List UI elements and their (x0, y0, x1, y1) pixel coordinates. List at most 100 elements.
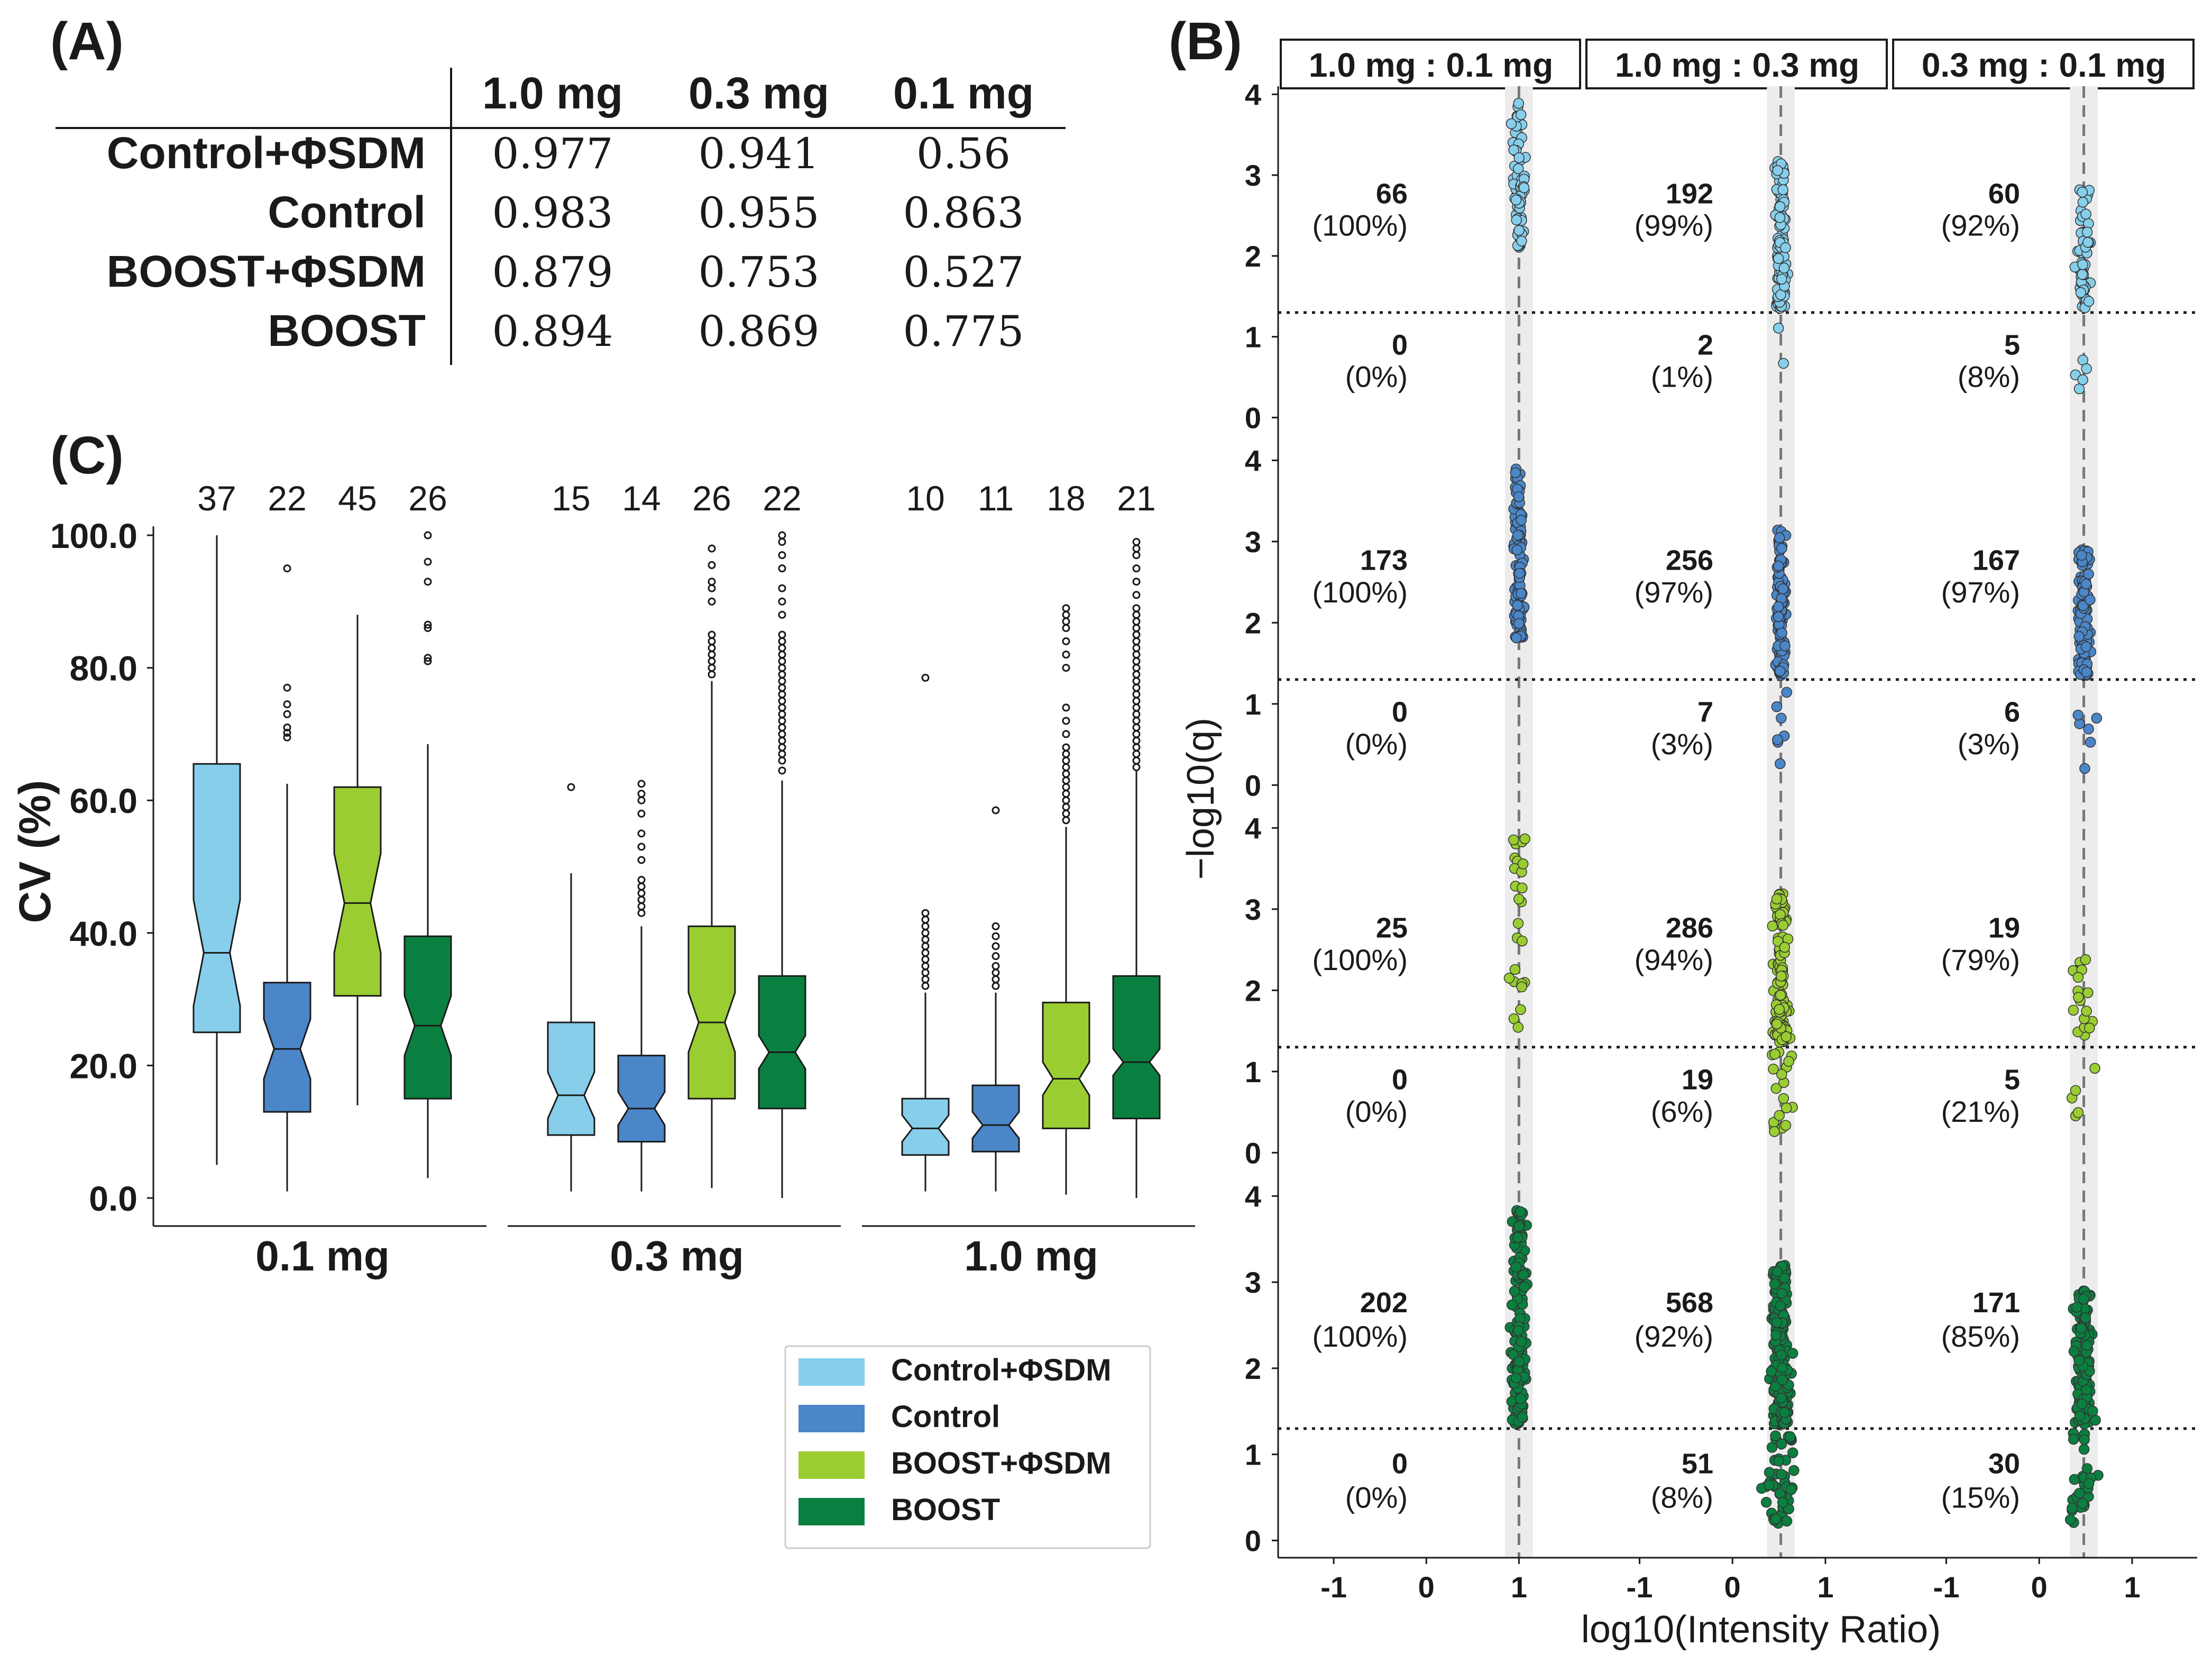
box-outlier (1132, 697, 1141, 705)
significant-count: 25 (1376, 912, 1408, 944)
box-outlier (921, 909, 930, 917)
significant-count: 66 (1376, 178, 1408, 210)
box-outlier (1062, 756, 1070, 765)
volcano-point (1776, 1393, 1787, 1404)
y-tick-label: 3 (1245, 159, 1261, 192)
nonsignificant-count: 6 (2004, 697, 2020, 728)
box-outlier (778, 630, 786, 639)
legend-swatch (798, 1451, 865, 1479)
significant-percent: (97%) (1941, 575, 2020, 609)
volcano-point (1774, 212, 1786, 223)
significant-count: 286 (1666, 912, 1713, 944)
volcano-grid: 1.0 mg : 0.1 mg 1.0 mg : 0.3 mg 0.3 mg : 0… (1180, 39, 2197, 1651)
box-outlier (708, 597, 716, 606)
facet-title-box (1280, 39, 1581, 89)
volcano-point (2076, 1322, 2087, 1334)
box-outlier (1062, 809, 1070, 818)
volcano-point (1786, 1484, 1797, 1495)
significant-count: 167 (1972, 545, 2020, 577)
nonsignificant-count: 0 (1392, 329, 1408, 361)
box-outlier (778, 743, 786, 752)
volcano-point (1776, 971, 1787, 982)
table-cell: 0.869 (698, 307, 819, 356)
nonsignificant-percent: (8%) (1958, 360, 2020, 393)
box-outlier (1132, 690, 1141, 699)
volcano-point (1777, 583, 1788, 595)
box-outlier (992, 952, 1000, 961)
box-outlier (1132, 651, 1141, 659)
box-outlier (424, 657, 432, 665)
nonsignificant-percent: (0%) (1345, 360, 1408, 393)
legend-label: Control+ΦSDM (891, 1353, 1112, 1387)
volcano-point (1510, 1261, 1522, 1273)
volcano-point (1506, 118, 1517, 130)
box-outlier (921, 673, 930, 682)
volcano-point (2079, 1434, 2090, 1446)
box-outlier (992, 975, 1000, 984)
box-outlier (637, 882, 646, 891)
box-outlier (283, 728, 291, 737)
volcano-point (1780, 1031, 1792, 1043)
box-outlier (778, 610, 786, 619)
volcano-point (2073, 1355, 2085, 1366)
box-outlier (778, 697, 786, 705)
box-outlier (992, 982, 1000, 990)
volcano-point (2084, 1022, 2095, 1034)
box-count-label: 18 (1047, 479, 1085, 518)
box-outlier (778, 657, 786, 665)
volcano-point (2081, 363, 2092, 374)
nonsignificant-percent: (3%) (1958, 727, 2020, 761)
box-outlier (1132, 743, 1141, 752)
box-outlier (1132, 637, 1141, 645)
volcano-point (1772, 1266, 1783, 1277)
table-cell: 0.775 (903, 307, 1024, 356)
y-tick-label: 2 (1245, 974, 1261, 1007)
volcano-point (2073, 1487, 2085, 1499)
box-outlier (1132, 657, 1141, 665)
volcano-point (1775, 909, 1786, 920)
volcano-point (1780, 1120, 1792, 1131)
volcano-point (1773, 323, 1784, 334)
volcano-point (1512, 1232, 1523, 1243)
volcano-point (1776, 1288, 1788, 1299)
box-count-label: 14 (622, 479, 660, 518)
y-tick-label: 40.0 (70, 914, 137, 953)
volcano-point (1510, 467, 1521, 478)
volcano-point (1774, 201, 1786, 212)
nonsignificant-count: 0 (1392, 1064, 1408, 1096)
box-outlier (921, 968, 930, 977)
x-tick-label: 1 (1511, 1570, 1527, 1604)
box-outlier (778, 723, 786, 732)
y-tick-label: 1 (1245, 321, 1261, 354)
volcano-point (2081, 226, 2093, 238)
legend-label: BOOST+ΦSDM (891, 1446, 1112, 1480)
table-cell: 0.753 (698, 248, 819, 297)
volcano-point (1516, 981, 1527, 993)
y-tick-label: 4 (1245, 1180, 1261, 1213)
legend-frame (784, 1345, 1151, 1549)
significant-count: 173 (1360, 545, 1408, 577)
box-outlier (1062, 717, 1070, 725)
volcano-point (1513, 618, 1525, 629)
box-outlier (1062, 770, 1070, 778)
x-axis-label: log10(Intensity Ratio) (1581, 1608, 1941, 1651)
panel-c-label: (C) (50, 426, 124, 485)
volcano-point (1774, 1004, 1785, 1015)
y-tick-label: 1 (1245, 688, 1261, 721)
box-outlier (778, 683, 786, 692)
box-outlier (778, 551, 786, 560)
box-outlier (921, 948, 930, 957)
box-outlier (921, 982, 930, 990)
box-body (617, 1055, 666, 1142)
legend: Control+ΦSDM Control BOOST+ΦSDM BOOST (784, 1345, 1151, 1549)
volcano-point (1781, 687, 1792, 698)
box-outlier (1132, 591, 1141, 599)
box-outlier (637, 809, 646, 818)
volcano-point (1764, 1479, 1775, 1491)
box-count-label: 37 (197, 479, 236, 518)
box-outlier (1062, 730, 1070, 738)
box-outlier (1132, 630, 1141, 639)
volcano-point (2083, 296, 2095, 307)
volcano-point (2075, 287, 2087, 298)
volcano-point (1768, 1063, 1779, 1075)
